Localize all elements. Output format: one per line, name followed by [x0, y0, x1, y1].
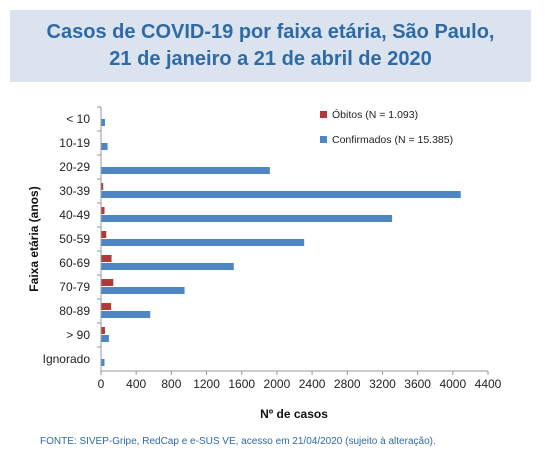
legend-swatch-confirmados — [320, 136, 327, 143]
x-axis-title: Nº de casos — [260, 407, 328, 421]
bar-confirmados-10 — [101, 359, 105, 366]
axes-layer: < 10 10-19 20-29 30-39 40-49 50-59 60-69 70-79 8… — [27, 106, 502, 421]
legend-label-confirmados: Confirmados (N = 15.385) — [332, 134, 453, 146]
legend-label-obitos: Óbitos (N = 1.093) — [332, 108, 418, 121]
chart-title-box: Casos de COVID-19 por faixa etária, São … — [10, 10, 531, 82]
bar-confirmados-9 — [101, 335, 109, 342]
chart-title-line-2: 21 de janeiro a 21 de abril de 2020 — [109, 48, 432, 70]
bar-confirmados-8 — [101, 311, 151, 318]
bar-obitos-3 — [101, 183, 104, 190]
chart-title-line-1: Casos de COVID-19 por faixa etária, São … — [46, 21, 495, 43]
x-tick-label: 1200 — [193, 377, 220, 391]
y-tick-label: Ignorado — [43, 352, 91, 366]
bar-obitos-8 — [101, 303, 112, 310]
x-tick-label: 400 — [126, 377, 146, 391]
bar-confirmados-7 — [101, 287, 185, 294]
y-tick-label: 80-89 — [59, 304, 90, 318]
y-tick-label: 20-29 — [59, 160, 90, 174]
bar-confirmados-4 — [101, 215, 393, 222]
x-tick-label: 4000 — [439, 377, 466, 391]
bar-obitos-9 — [101, 327, 105, 334]
bar-confirmados-6 — [101, 263, 234, 270]
x-tick-label: 2000 — [264, 377, 291, 391]
bar-obitos-7 — [101, 279, 114, 286]
y-axis-title: Faixa etária (anos) — [27, 186, 41, 291]
bar-confirmados-0 — [101, 119, 105, 126]
y-tick-label: < 10 — [66, 112, 90, 126]
bar-confirmados-1 — [101, 143, 108, 150]
legend-swatch-obitos — [320, 111, 327, 118]
y-tick-label: 40-49 — [59, 208, 90, 222]
x-tick-label: 1600 — [228, 377, 255, 391]
y-tick-label: 30-39 — [59, 184, 90, 198]
source-footer: FONTE: SIVEP-Gripe, RedCap e e-SUS VE, a… — [40, 436, 436, 447]
y-tick-label: 50-59 — [59, 232, 90, 246]
bar-obitos-4 — [101, 207, 105, 214]
legend: Óbitos (N = 1.093) Confirmados (N = 15.38… — [320, 108, 453, 146]
x-tick-label: 3200 — [369, 377, 396, 391]
y-tick-label: 70-79 — [59, 280, 90, 294]
x-tick-label: 800 — [161, 377, 181, 391]
y-tick-label: 60-69 — [59, 256, 90, 270]
y-tick-label: > 90 — [66, 328, 90, 342]
bar-confirmados-2 — [101, 167, 270, 174]
bar-obitos-6 — [101, 255, 112, 262]
x-tick-label: 2400 — [299, 377, 326, 391]
bars-layer — [101, 119, 461, 366]
bar-confirmados-5 — [101, 239, 305, 246]
x-tick-label: 0 — [98, 377, 105, 391]
y-tick-label: 10-19 — [59, 136, 90, 150]
bar-obitos-5 — [101, 231, 107, 238]
bar-confirmados-3 — [101, 191, 461, 198]
x-tick-label: 2800 — [334, 377, 361, 391]
x-tick-label: 4400 — [475, 377, 502, 391]
x-tick-label: 3600 — [404, 377, 431, 391]
